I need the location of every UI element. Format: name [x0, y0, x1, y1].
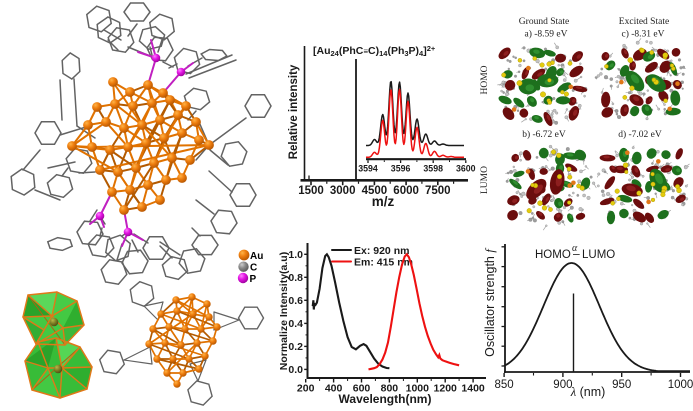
svg-text:HOMO: HOMO — [535, 249, 571, 261]
svg-text:–: – — [573, 247, 580, 261]
svg-text:0.6: 0.6 — [288, 295, 303, 307]
svg-text:Normalize Intensity(a.u): Normalize Intensity(a.u) — [278, 252, 290, 370]
svg-text:4500: 4500 — [362, 185, 388, 197]
svg-text:m/z: m/z — [372, 194, 395, 209]
svg-text:Ground State: Ground State — [519, 17, 569, 27]
svg-text:Wavelength(nm): Wavelength(nm) — [339, 392, 432, 406]
svg-text:1.0: 1.0 — [288, 249, 303, 261]
svg-text:P: P — [250, 274, 257, 285]
svg-text:Em: 415 nm: Em: 415 nm — [354, 257, 413, 269]
svg-text:3600: 3600 — [456, 164, 476, 174]
svg-text:6000: 6000 — [393, 185, 419, 197]
svg-text:c) -8.31 eV: c) -8.31 eV — [622, 29, 665, 40]
svg-text:1400: 1400 — [461, 383, 485, 395]
svg-text:Oscillator strength f: Oscillator strength f — [483, 248, 497, 357]
svg-text:LUMO: LUMO — [582, 249, 615, 261]
svg-text:1000: 1000 — [668, 379, 693, 391]
svg-text:3598: 3598 — [423, 164, 443, 174]
svg-text:600: 600 — [353, 383, 371, 395]
svg-text:3594: 3594 — [358, 164, 378, 174]
svg-text:7500: 7500 — [425, 185, 451, 197]
svg-text:0.4: 0.4 — [288, 318, 303, 330]
svg-text:950: 950 — [612, 379, 631, 391]
svg-text:Au: Au — [250, 251, 263, 262]
svg-text:a) -8.59 eV: a) -8.59 eV — [525, 29, 568, 40]
svg-text:1500: 1500 — [298, 185, 324, 197]
svg-text:0.2: 0.2 — [288, 341, 303, 353]
svg-text:800: 800 — [381, 383, 399, 395]
svg-text:900: 900 — [553, 379, 572, 391]
svg-text:400: 400 — [325, 383, 343, 395]
svg-text:α: α — [572, 243, 578, 254]
svg-text:850: 850 — [495, 379, 514, 391]
svg-text:Relative intensity: Relative intensity — [288, 64, 300, 159]
svg-text:C: C — [250, 263, 257, 274]
svg-text:3596: 3596 — [391, 164, 411, 174]
svg-text:200: 200 — [297, 383, 315, 395]
svg-text:d) -7.02 eV: d) -7.02 eV — [618, 129, 662, 140]
svg-text:1200: 1200 — [434, 383, 458, 395]
svg-text:λ (nm): λ (nm) — [570, 385, 606, 399]
svg-text:LUMO: LUMO — [480, 166, 490, 194]
svg-text:1000: 1000 — [406, 383, 430, 395]
svg-text:Excited State: Excited State — [619, 17, 669, 27]
svg-text:0.0: 0.0 — [288, 364, 303, 376]
svg-text:b) -6.72 eV: b) -6.72 eV — [522, 129, 566, 140]
svg-text:3000: 3000 — [330, 185, 356, 197]
svg-text:Ex: 920 nm: Ex: 920 nm — [354, 245, 409, 257]
svg-text:0.8: 0.8 — [288, 272, 303, 284]
svg-text:HOMO: HOMO — [480, 65, 490, 94]
